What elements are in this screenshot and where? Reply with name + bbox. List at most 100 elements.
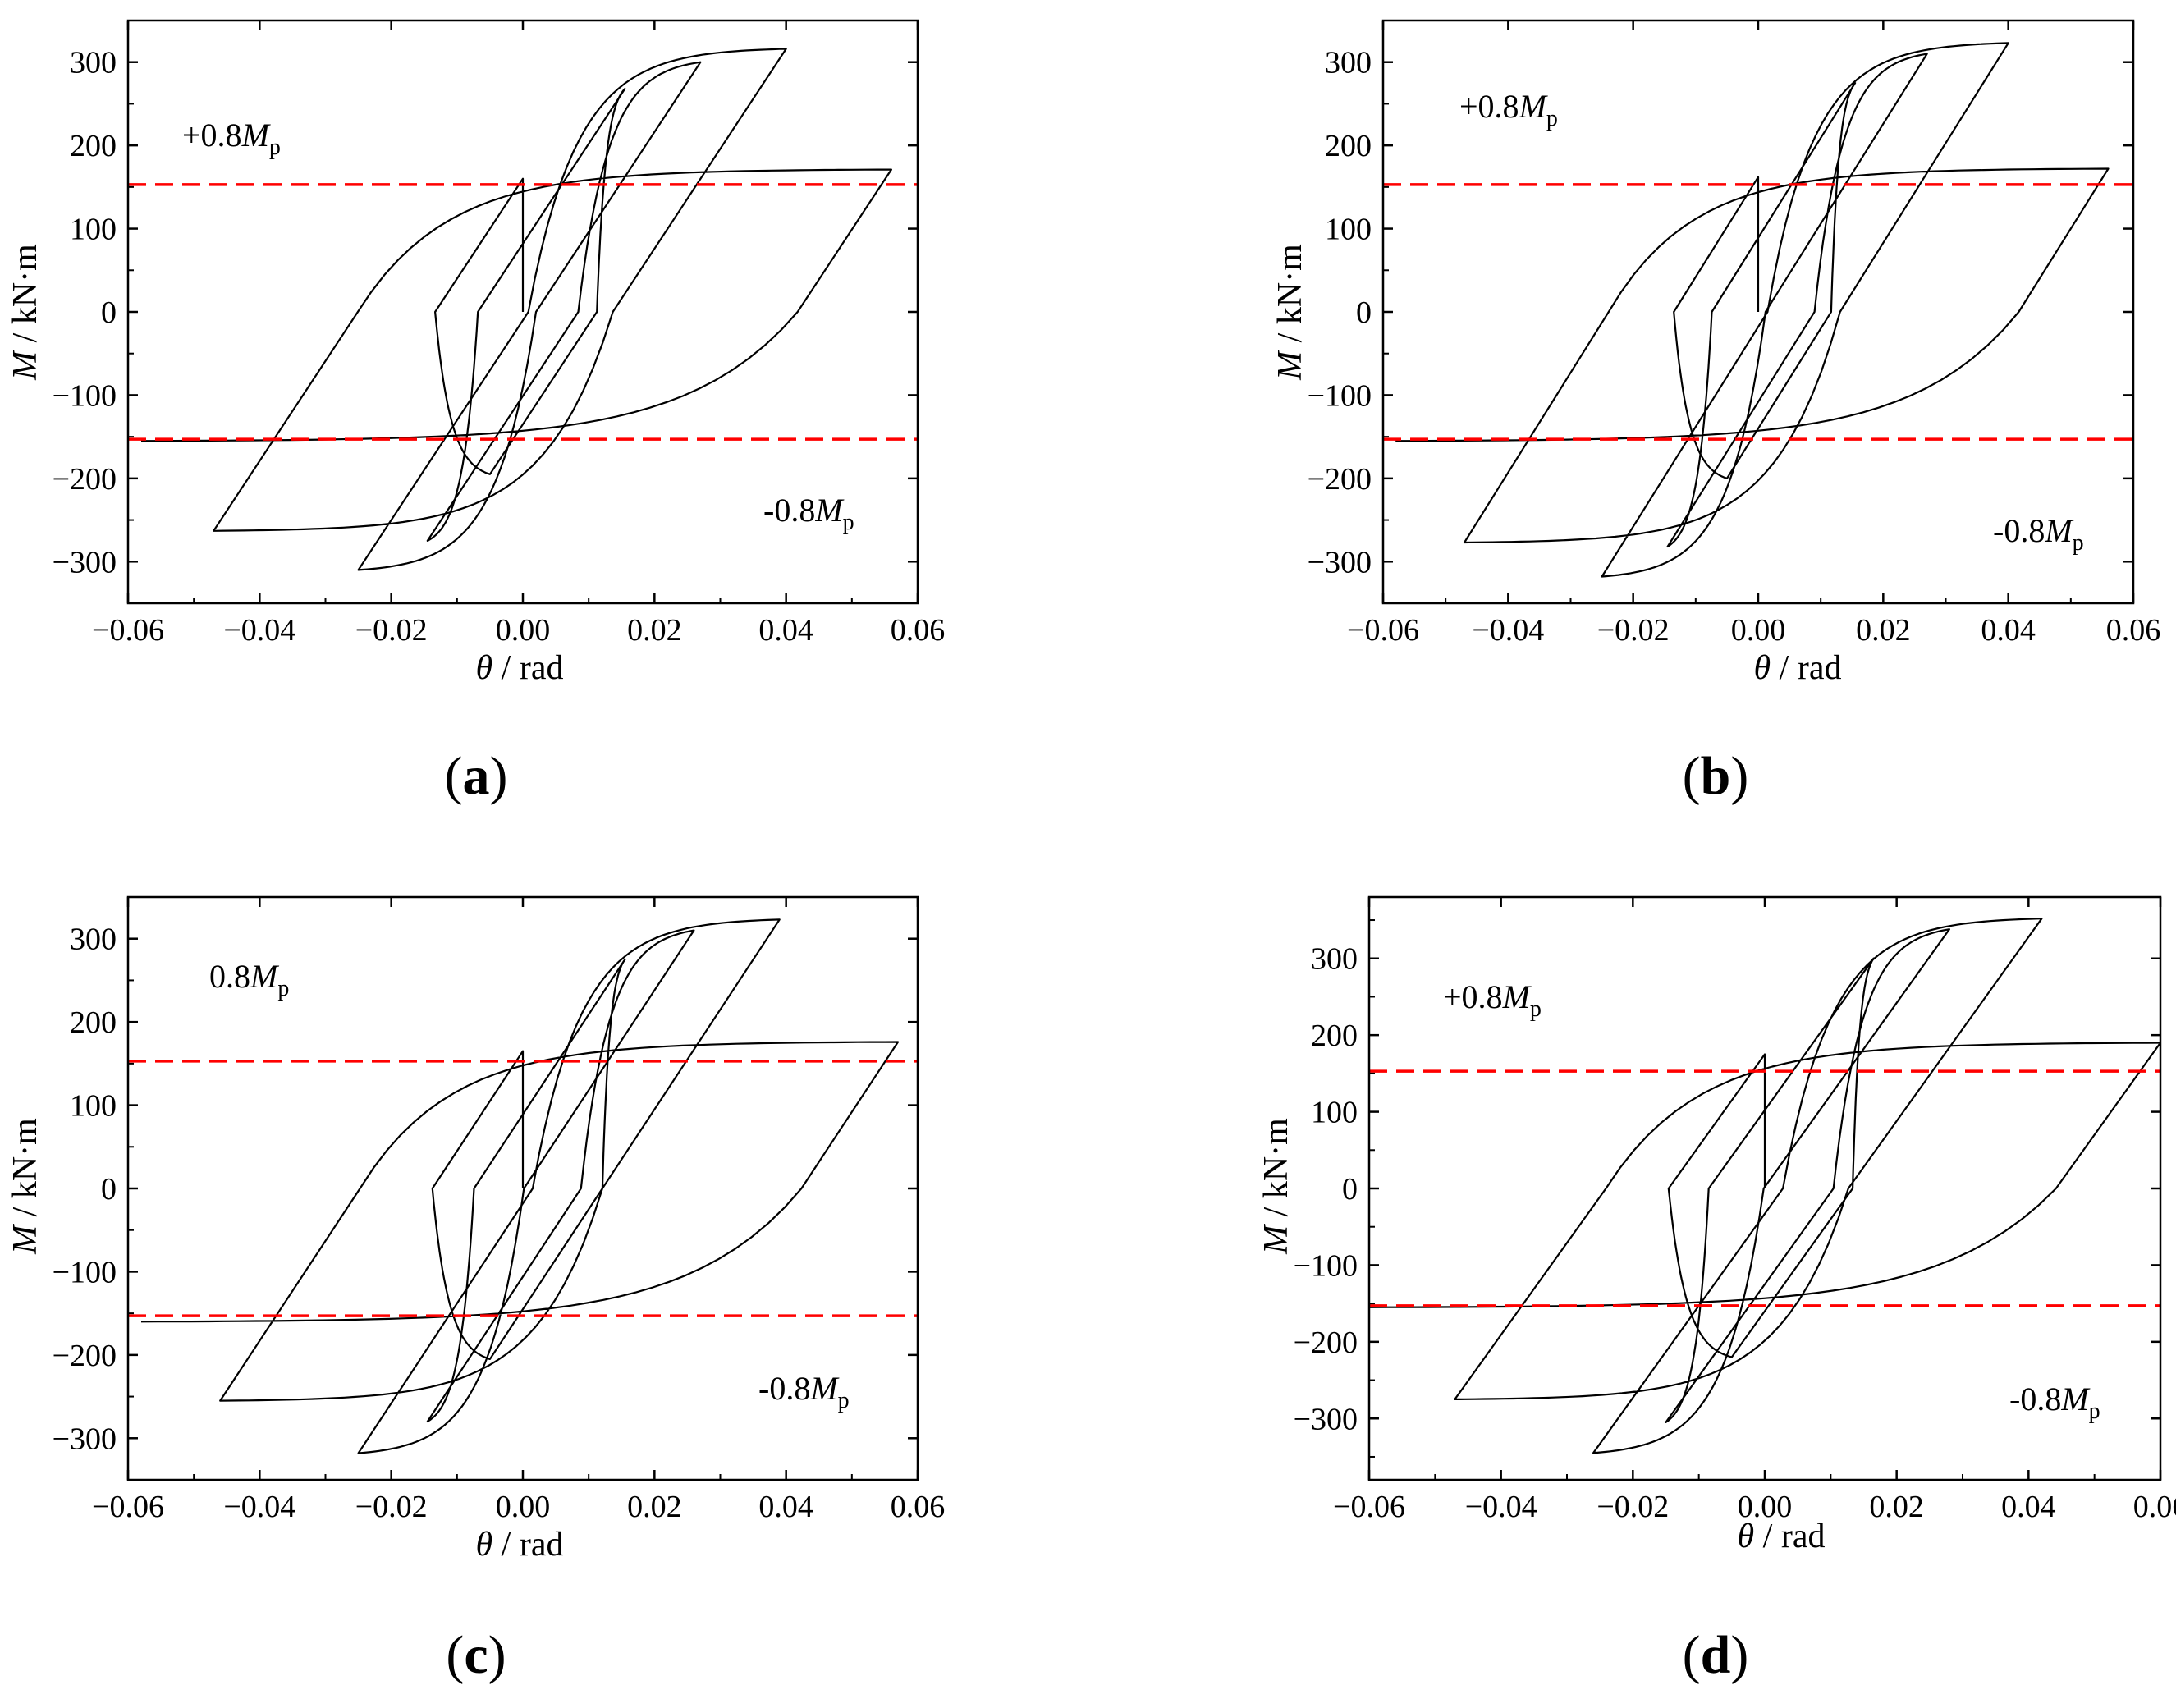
plot-area-b: −0.06 −0.04 −0.02 0.00 0.02 0.04 0.06 300 200 100…: [1308, 19, 2161, 648]
annotation-symbol: M: [241, 117, 272, 153]
x-tick-label-c: 0.02: [627, 1490, 682, 1524]
annotation-subscript: p: [277, 976, 289, 1001]
x-tick-label-c: 0.00: [496, 1490, 551, 1524]
x-tick-label-d: 0.06: [2133, 1490, 2176, 1524]
x-axis-unit: / rad: [492, 1526, 563, 1564]
annotation-symbol: M: [809, 1370, 840, 1407]
y-tick-label-a: 0: [101, 295, 117, 330]
y-axis-symbol: M: [1257, 1224, 1295, 1255]
x-axis-symbol: θ: [1738, 1518, 1755, 1555]
y-tick-label-a: −300: [53, 545, 117, 579]
x-tick-label-d: 0.04: [2001, 1490, 2056, 1524]
annotation-neg-d: -0.8Mp: [2009, 1381, 2100, 1424]
annotation-factor: -0.8: [2009, 1381, 2061, 1417]
x-tick-label-b: 0.00: [1731, 613, 1786, 648]
x-axis-symbol: θ: [476, 649, 493, 687]
x-axis-unit: / rad: [492, 649, 563, 687]
y-tick-label-b: −200: [1308, 462, 1372, 497]
x-tick-label-b: 0.02: [1856, 613, 1911, 648]
y-tick-label-d: −200: [1294, 1326, 1358, 1360]
x-tick-label-c: 0.04: [758, 1490, 813, 1524]
annotation-subscript: p: [269, 135, 281, 160]
x-tick-label-b: 0.06: [2106, 613, 2161, 648]
x-tick-label-a: −0.06: [92, 613, 164, 648]
y-tick-label-d: 0: [1342, 1172, 1358, 1207]
plot-area-d: −0.06 −0.04 −0.02 0.00 0.02 0.04 0.06 300 200 100…: [1294, 895, 2176, 1524]
annotation-symbol: M: [1519, 88, 1549, 125]
annotation-factor: -0.8: [758, 1370, 810, 1407]
annotation-factor: +0.8: [1443, 978, 1503, 1015]
annotation-neg-a: -0.8Mp: [763, 492, 854, 535]
y-tick-label-b: 300: [1325, 46, 1372, 80]
x-axis-symbol: θ: [1754, 649, 1771, 687]
x-tick-label-a: −0.02: [355, 613, 428, 648]
x-tick-label-b: 0.04: [1981, 613, 2036, 648]
x-tick-label-a: 0.06: [891, 613, 946, 648]
y-tick-label-b: −100: [1308, 378, 1372, 413]
y-tick-label-d: 200: [1311, 1019, 1358, 1053]
y-tick-label-b: −300: [1308, 545, 1372, 579]
y-axis-symbol: M: [1271, 350, 1309, 381]
y-tick-label-a: −200: [53, 462, 117, 497]
y-axis-symbol: M: [7, 350, 44, 381]
y-tick-label-c: −300: [53, 1422, 117, 1456]
x-tick-label-b: −0.02: [1597, 613, 1670, 648]
x-tick-label-b: −0.06: [1347, 613, 1419, 648]
x-tick-label-d: −0.04: [1465, 1490, 1537, 1524]
panel-d: −0.06 −0.04 −0.02 0.00 0.02 0.04 0.06 300 200 100…: [1257, 895, 2176, 1685]
hysteresis-curve-a: [141, 48, 892, 571]
x-tick-label-d: 0.00: [1738, 1490, 1793, 1524]
annotation-symbol: M: [2060, 1381, 2091, 1417]
annotation-pos-d: +0.8Mp: [1443, 978, 1542, 1022]
x-tick-label-d: −0.02: [1596, 1490, 1669, 1524]
y-tick-label-c: −200: [53, 1339, 117, 1373]
hysteresis-curve-d: [1369, 918, 2160, 1454]
y-tick-label-d: −300: [1294, 1402, 1358, 1436]
y-tick-label-b: 200: [1325, 129, 1372, 163]
y-axis-unit: / kN·m: [1271, 244, 1309, 351]
panel-label-a: (a): [445, 746, 508, 806]
annotation-symbol: M: [250, 958, 280, 995]
y-tick-label-a: −100: [53, 378, 117, 413]
annotation-symbol: M: [1502, 978, 1532, 1015]
y-tick-label-d: 300: [1311, 942, 1358, 977]
y-tick-label-a: 300: [70, 46, 117, 80]
panel-b: −0.06 −0.04 −0.02 0.00 0.02 0.04 0.06 300 200 100…: [1271, 19, 2161, 806]
y-tick-label-c: 300: [70, 923, 117, 957]
x-axis-unit: / rad: [1754, 1518, 1825, 1555]
annotation-subscript: p: [2073, 530, 2084, 556]
y-axis-title-b: M / kN·m: [1271, 244, 1309, 381]
annotation-factor: +0.8: [182, 117, 242, 153]
y-tick-label-c: 200: [70, 1005, 117, 1040]
y-axis-unit: / kN·m: [7, 1118, 44, 1225]
x-tick-label-d: 0.02: [1869, 1490, 1924, 1524]
annotation-symbol: M: [2044, 512, 2074, 549]
x-tick-label-b: −0.04: [1472, 613, 1544, 648]
annotation-subscript: p: [1530, 996, 1542, 1022]
y-axis-unit: / kN·m: [7, 244, 44, 351]
y-axis-unit: / kN·m: [1257, 1118, 1295, 1225]
x-axis-title-c: θ / rad: [476, 1526, 564, 1564]
panel-c: −0.06 −0.04 −0.02 0.00 0.02 0.04 0.06 300 200 100…: [7, 895, 945, 1685]
annotation-subscript: p: [2089, 1399, 2100, 1424]
x-axis-title-d: θ / rad: [1738, 1518, 1826, 1555]
y-tick-label-a: 100: [70, 213, 117, 247]
x-tick-label-d: −0.06: [1333, 1490, 1405, 1524]
hysteresis-curve-c: [140, 918, 900, 1454]
y-tick-label-b: 100: [1325, 213, 1372, 247]
y-axis-title-a: M / kN·m: [7, 244, 44, 381]
annotation-factor: 0.8: [209, 958, 250, 995]
x-tick-label-a: 0.04: [758, 613, 813, 648]
x-axis-title-a: θ / rad: [476, 649, 564, 687]
annotation-subscript: p: [843, 510, 854, 535]
x-axis-unit: / rad: [1771, 649, 1841, 687]
x-tick-label-a: 0.02: [627, 613, 682, 648]
annotation-pos-c: 0.8Mp: [209, 958, 289, 1001]
y-axis-title-c: M / kN·m: [7, 1118, 44, 1255]
y-tick-label-c: 0: [101, 1172, 117, 1207]
y-axis-symbol: M: [7, 1224, 44, 1255]
y-tick-label-d: 100: [1311, 1096, 1358, 1130]
annotation-neg-c: -0.8Mp: [758, 1370, 850, 1413]
x-tick-label-c: −0.06: [92, 1490, 164, 1524]
